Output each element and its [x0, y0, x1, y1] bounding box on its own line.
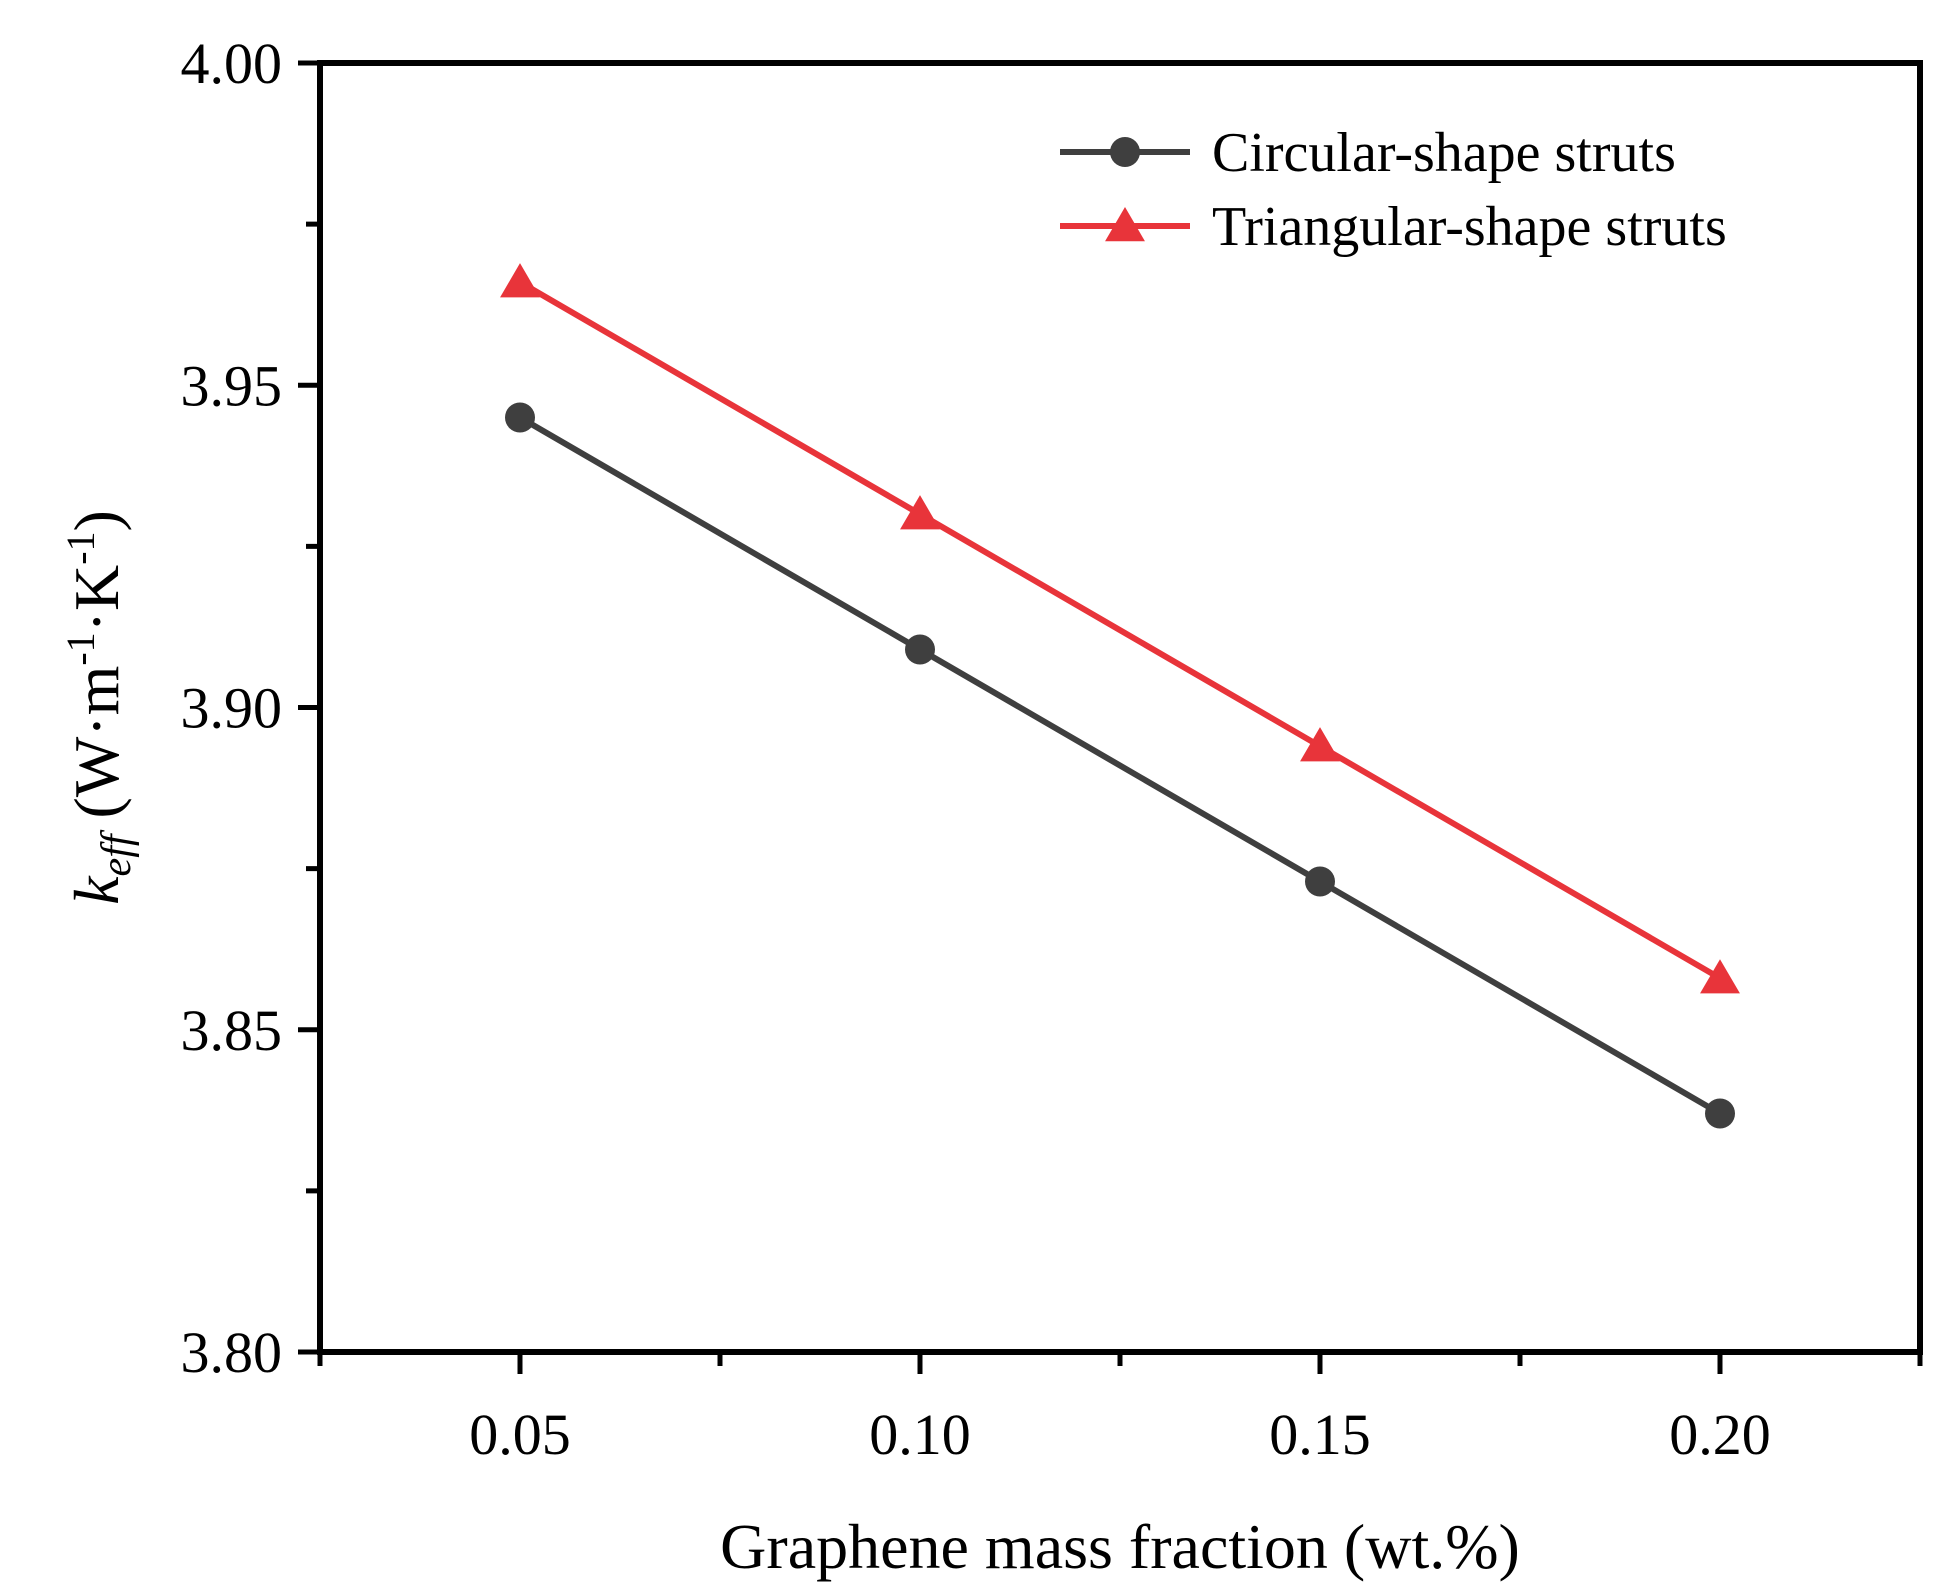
y-tick-label: 4.00 — [181, 31, 283, 96]
y-tick-label: 3.95 — [181, 353, 283, 418]
legend-label-triangular: Triangular-shape struts — [1212, 196, 1727, 258]
y-axis-label-unit-b: ·K — [61, 565, 132, 633]
x-tick-label: 0.10 — [869, 1402, 971, 1467]
y-tick-label: 3.85 — [181, 998, 283, 1063]
y-axis-label-unit-a: (W·m — [61, 666, 132, 835]
y-axis-label-symbol: k — [61, 875, 132, 905]
major-ticks — [298, 60, 1723, 1374]
x-tick-labels: 0.05 0.10 0.15 0.20 — [469, 1402, 1771, 1467]
series-line — [518, 279, 1722, 981]
y-axis-label-close: ) — [61, 510, 132, 531]
y-axis-label-subscript: eff — [94, 829, 140, 876]
plot-frame — [317, 60, 1923, 1355]
series-circular — [505, 402, 1735, 1129]
data-point-circle — [1705, 1098, 1735, 1129]
y-tick-label: 3.90 — [181, 676, 283, 741]
y-tick-labels: 3.80 3.85 3.90 3.95 4.00 — [181, 31, 283, 1385]
data-point-triangle — [900, 495, 940, 530]
minor-ticks — [306, 221, 1923, 1366]
legend: Circular-shape struts Triangular-shape s… — [1060, 122, 1727, 258]
data-point-circle — [1305, 866, 1335, 897]
x-tick-label: 0.05 — [469, 1402, 571, 1467]
data-point-triangle — [500, 263, 540, 298]
legend-marker-circular — [1110, 137, 1140, 167]
y-axis-label-sup-a: -1 — [58, 632, 103, 665]
y-tick-label: 3.80 — [181, 1320, 283, 1385]
series-line — [518, 414, 1722, 1117]
data-point-circle — [505, 402, 535, 433]
x-axis-label: Graphene mass fraction (wt.%) — [720, 1511, 1520, 1582]
series-triangular — [500, 263, 1740, 994]
legend-marker-triangular — [1105, 207, 1145, 242]
x-tick-label: 0.15 — [1269, 1402, 1371, 1467]
data-point-circle — [905, 634, 935, 665]
y-axis-label-sup-b: -1 — [58, 531, 103, 564]
y-axis-label: keff (W·m-1·K-1) — [58, 510, 140, 905]
x-tick-label: 0.20 — [1669, 1402, 1771, 1467]
data-point-triangle — [1300, 727, 1340, 762]
series-layer — [500, 263, 1740, 1129]
legend-label-circular: Circular-shape struts — [1212, 122, 1676, 184]
data-point-triangle — [1700, 959, 1740, 994]
